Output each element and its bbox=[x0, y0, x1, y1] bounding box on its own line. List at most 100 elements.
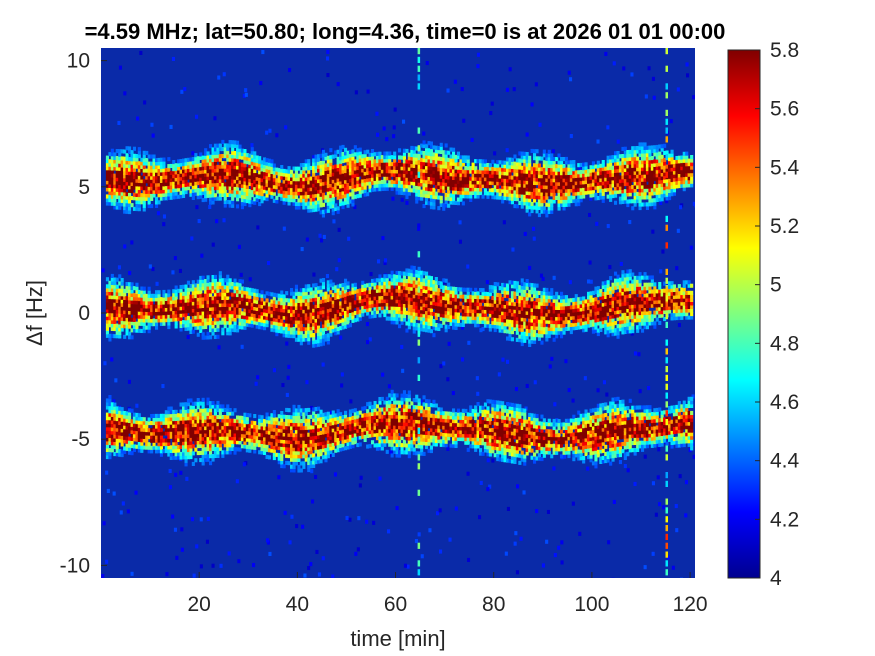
spectrogram-trace-cell bbox=[231, 182, 235, 187]
spectrogram-trace-cell bbox=[110, 194, 114, 199]
spectrogram-trace-cell bbox=[579, 173, 583, 178]
spectrogram-trace-cell bbox=[277, 307, 281, 312]
spectrogram-trace-cell bbox=[658, 190, 662, 195]
spectrogram-trace-cell bbox=[321, 185, 325, 190]
spectrogram-noise-cell bbox=[567, 70, 571, 75]
spectrogram-trace-cell bbox=[213, 150, 217, 155]
spectrogram-trace-cell bbox=[358, 295, 362, 300]
spectrogram-trace-cell bbox=[125, 156, 129, 161]
spectrogram-trace-cell bbox=[123, 160, 127, 165]
spectrogram-trace-cell bbox=[528, 173, 532, 178]
spectrogram-trace-cell bbox=[145, 150, 149, 155]
spectrogram-trace-cell bbox=[201, 190, 205, 195]
spectrogram-trace-cell bbox=[344, 306, 348, 311]
spectrogram-trace-cell bbox=[174, 187, 178, 192]
spectrogram-trace-cell bbox=[167, 293, 171, 298]
spectrogram-trace-cell bbox=[670, 163, 674, 168]
spectrogram-trace-cell bbox=[334, 206, 338, 211]
spectrogram-trace-cell bbox=[238, 176, 242, 181]
spectrogram-trace-cell bbox=[209, 317, 213, 322]
spectrogram-trace-cell bbox=[292, 201, 296, 206]
spectrogram-noise-cell bbox=[365, 519, 369, 524]
spectrogram-trace-cell bbox=[110, 326, 114, 331]
spectrogram-trace-cell bbox=[402, 173, 406, 178]
spectrogram-trace-cell bbox=[260, 293, 264, 298]
spectrogram-trace-cell bbox=[390, 274, 394, 279]
spectrogram-trace-cell bbox=[317, 339, 321, 344]
spectrogram-trace-cell bbox=[513, 175, 517, 180]
spectrogram-trace-cell bbox=[415, 178, 419, 183]
spectrogram-trace-cell bbox=[312, 172, 316, 177]
spectrogram-trace-cell bbox=[243, 311, 247, 316]
spectrogram-noise-cell bbox=[340, 372, 344, 377]
spectrogram-trace-cell bbox=[631, 174, 635, 179]
spectrogram-trace-cell bbox=[383, 169, 387, 174]
spectrogram-trace-cell bbox=[243, 297, 247, 302]
spectrogram-trace-cell bbox=[294, 320, 298, 325]
spectrogram-trace-cell bbox=[670, 160, 674, 165]
spectrogram-trace-cell bbox=[444, 192, 448, 197]
spectrogram-trace-cell bbox=[353, 311, 357, 316]
spectrogram-trace-cell bbox=[231, 203, 235, 208]
spectrogram-trace-cell bbox=[319, 289, 323, 294]
spectrogram-trace-cell bbox=[510, 182, 514, 187]
spectrogram-trace-cell bbox=[560, 178, 564, 183]
spectrogram-trace-cell bbox=[115, 159, 119, 164]
spectrogram-trace-cell bbox=[677, 162, 681, 167]
spectrogram-trace-cell bbox=[658, 165, 662, 170]
spectrogram-noise-cell bbox=[628, 220, 632, 225]
spectrogram-noise-cell bbox=[171, 514, 175, 519]
spectrogram-trace-cell bbox=[282, 172, 286, 177]
spectrogram-trace-cell bbox=[199, 194, 203, 199]
spectrogram-trace-cell bbox=[280, 168, 284, 173]
spectrogram-noise-cell bbox=[326, 73, 330, 78]
spectrogram-trace-cell bbox=[621, 182, 625, 187]
spectrogram-trace-cell bbox=[648, 181, 652, 186]
spectrogram-trace-cell bbox=[415, 164, 419, 169]
spectrogram-trace-cell bbox=[670, 167, 674, 172]
spectrogram-trace-cell bbox=[132, 321, 136, 326]
spectrogram-trace-cell bbox=[434, 156, 438, 161]
spectrogram-trace-cell bbox=[486, 170, 490, 175]
spectrogram-trace-cell bbox=[290, 302, 294, 307]
spectrogram-trace-cell bbox=[425, 172, 429, 177]
spectrogram-trace-cell bbox=[385, 172, 389, 177]
spectrogram-trace-cell bbox=[321, 281, 325, 286]
spectrogram-trace-cell bbox=[280, 301, 284, 306]
spectrogram-trace-cell bbox=[172, 177, 176, 182]
spectrogram-trace-cell bbox=[368, 163, 372, 168]
spectrogram-trace-cell bbox=[199, 163, 203, 168]
spectrogram-trace-cell bbox=[312, 283, 316, 288]
spectrogram-trace-cell bbox=[307, 208, 311, 213]
spectrogram-trace-cell bbox=[533, 166, 537, 171]
spectrogram-trace-cell bbox=[508, 171, 512, 176]
spectrogram-noise-cell bbox=[101, 268, 105, 273]
spectrogram-trace-cell bbox=[233, 168, 237, 173]
spectrogram-noise-cell bbox=[385, 137, 389, 142]
spectrogram-trace-cell bbox=[137, 150, 141, 155]
spectrogram-trace-cell bbox=[206, 282, 210, 287]
spectrogram-trace-cell bbox=[641, 153, 645, 158]
spectrogram-trace-cell bbox=[206, 155, 210, 160]
spectrogram-trace-cell bbox=[302, 191, 306, 196]
spectrogram-trace-cell bbox=[260, 325, 264, 330]
spectrogram-trace-cell bbox=[405, 166, 409, 171]
spectrogram-trace-cell bbox=[420, 182, 424, 187]
spectrogram-noise-cell bbox=[165, 572, 169, 577]
spectrogram-trace-cell bbox=[189, 189, 193, 194]
spectrogram-trace-cell bbox=[383, 165, 387, 170]
spectrogram-trace-cell bbox=[380, 186, 384, 191]
spectrogram-trace-cell bbox=[601, 167, 605, 172]
spectrogram-trace-cell bbox=[344, 183, 348, 188]
spectrogram-trace-cell bbox=[513, 196, 517, 201]
spectrogram-trace-cell bbox=[324, 166, 328, 171]
spectrogram-trace-cell bbox=[297, 327, 301, 332]
spectrogram-trace-cell bbox=[159, 321, 163, 326]
spectrogram-trace-cell bbox=[506, 164, 510, 169]
spectrogram-trace-cell bbox=[425, 179, 429, 184]
spectrogram-trace-cell bbox=[542, 163, 546, 168]
spectrogram-trace-cell bbox=[292, 177, 296, 182]
spectrogram-trace-cell bbox=[255, 296, 259, 301]
spectrogram-trace-cell bbox=[690, 165, 694, 170]
spectrogram-noise-cell bbox=[101, 574, 105, 578]
